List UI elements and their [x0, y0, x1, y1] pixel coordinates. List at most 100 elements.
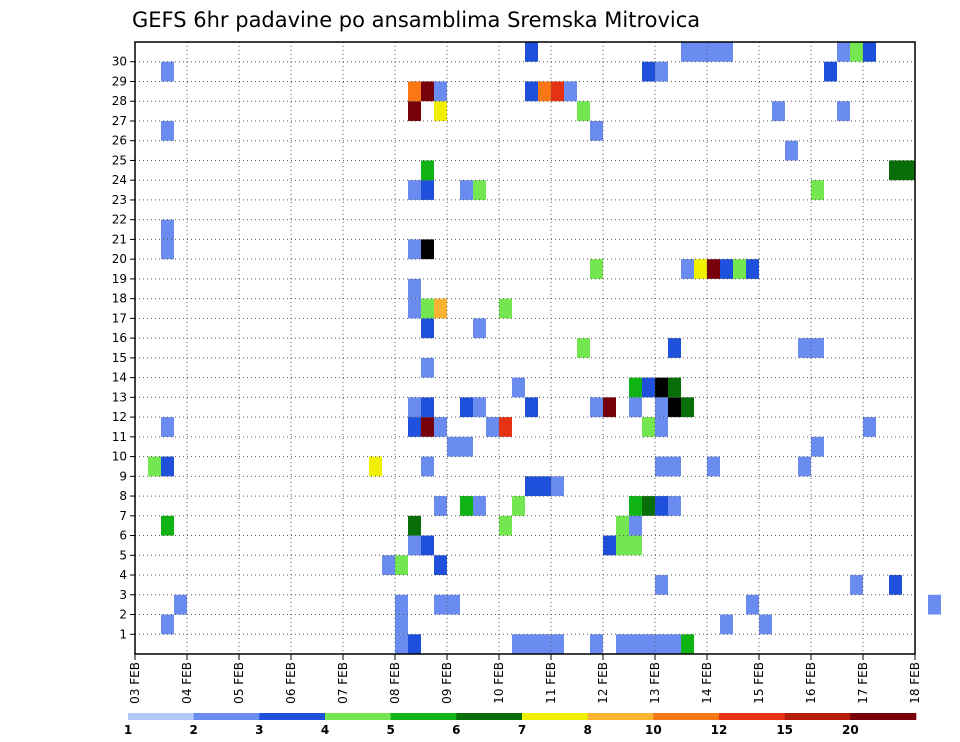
precip-cell — [174, 594, 187, 615]
precip-cell — [551, 476, 564, 497]
colorbar-label: 7 — [518, 723, 526, 737]
precip-cell — [421, 417, 434, 437]
precip-cell — [616, 535, 629, 556]
precip-cell — [798, 338, 811, 358]
precip-cell — [616, 515, 629, 536]
colorbar-label: 2 — [189, 723, 197, 737]
precip-cell — [590, 397, 603, 418]
precip-cell — [395, 634, 408, 654]
precip-cell — [629, 377, 642, 398]
precip-cell — [928, 594, 941, 615]
precip-cell — [486, 417, 499, 437]
precip-cell — [655, 417, 668, 437]
y-tick-label: 9 — [119, 469, 127, 483]
precip-cell — [889, 160, 902, 181]
precip-cell — [824, 61, 837, 82]
precip-cell — [408, 397, 421, 418]
precip-cell — [681, 259, 694, 279]
precip-cell — [850, 42, 863, 62]
y-tick-label: 10 — [112, 450, 127, 464]
precip-cell — [629, 397, 642, 418]
precip-cell — [668, 634, 681, 654]
y-tick-label: 29 — [112, 74, 127, 88]
precip-cell — [460, 180, 473, 200]
precip-cell — [460, 397, 473, 418]
colorbar-label: 4 — [321, 723, 329, 737]
y-tick-label: 18 — [112, 292, 127, 306]
precip-cell — [746, 594, 759, 615]
colorbar-swatch — [784, 713, 851, 720]
precip-cell — [499, 515, 512, 536]
precip-cell — [538, 634, 551, 654]
x-tick-label: 04 FEB — [180, 662, 194, 704]
precip-cell — [421, 239, 434, 260]
y-tick-label: 12 — [112, 410, 127, 424]
colorbar-label: 10 — [645, 723, 662, 737]
colorbar-label: 3 — [255, 723, 263, 737]
precip-cell — [421, 160, 434, 181]
precip-cell — [772, 101, 785, 121]
precip-cell — [837, 101, 850, 121]
precip-cell — [161, 456, 174, 477]
colorbar-swatch — [390, 713, 457, 720]
precip-cell — [408, 634, 421, 654]
precip-cell — [161, 61, 174, 82]
x-tick-label: 12 FEB — [596, 662, 610, 704]
y-tick-label: 8 — [119, 489, 127, 503]
precip-cell — [707, 259, 720, 279]
precip-cell — [668, 456, 681, 477]
precip-cell — [473, 180, 486, 200]
precip-cell — [681, 634, 694, 654]
precip-cell — [681, 42, 694, 62]
colorbar-swatch — [325, 713, 391, 720]
y-tick-label: 16 — [112, 331, 127, 345]
x-tick-label: 11 FEB — [544, 662, 558, 704]
x-tick-label: 16 FEB — [804, 662, 818, 704]
precip-cell — [811, 436, 824, 457]
precip-cell — [616, 634, 629, 654]
precip-cell — [408, 535, 421, 556]
precip-cell — [590, 634, 603, 654]
precip-cell — [668, 377, 681, 398]
y-tick-label: 6 — [119, 529, 127, 543]
precip-cell — [720, 614, 733, 635]
precip-cell — [642, 377, 655, 398]
precip-cell — [642, 61, 655, 82]
precip-cell — [655, 575, 668, 595]
data-cells — [148, 42, 941, 654]
precip-cell — [525, 81, 538, 102]
precip-cell — [395, 614, 408, 635]
precip-cell — [694, 259, 707, 279]
plot-frame — [134, 41, 916, 655]
precip-cell — [525, 42, 538, 62]
precip-cell — [512, 377, 525, 398]
y-tick-label: 26 — [112, 134, 127, 148]
precip-cell — [590, 259, 603, 279]
precip-cell — [434, 417, 447, 437]
precip-cell — [434, 496, 447, 516]
precip-cell — [551, 634, 564, 654]
precip-cell — [525, 634, 538, 654]
precip-cell — [408, 298, 421, 319]
precip-cell — [642, 417, 655, 437]
y-tick-label: 23 — [112, 193, 127, 207]
colorbar-swatch — [653, 713, 720, 720]
precip-cell — [590, 120, 603, 141]
precip-cell — [447, 594, 460, 615]
precip-cell — [434, 81, 447, 102]
precip-cell — [408, 515, 421, 536]
precip-cell — [460, 496, 473, 516]
colorbar-swatch — [193, 713, 260, 720]
y-tick-label: 2 — [119, 608, 127, 622]
x-tick-label: 07 FEB — [336, 662, 350, 704]
precip-cell — [564, 81, 577, 102]
precip-cell — [421, 397, 434, 418]
precip-cell — [811, 180, 824, 200]
precip-cell — [473, 318, 486, 339]
precip-cell — [642, 496, 655, 516]
colorbar: 1 2 3 4 5 6 7 8 10 12 15 20 — [124, 713, 917, 737]
precip-cell — [902, 160, 915, 181]
precip-cell — [629, 634, 642, 654]
x-tick-label: 18 FEB — [908, 662, 922, 704]
colorbar-swatch — [850, 713, 917, 720]
